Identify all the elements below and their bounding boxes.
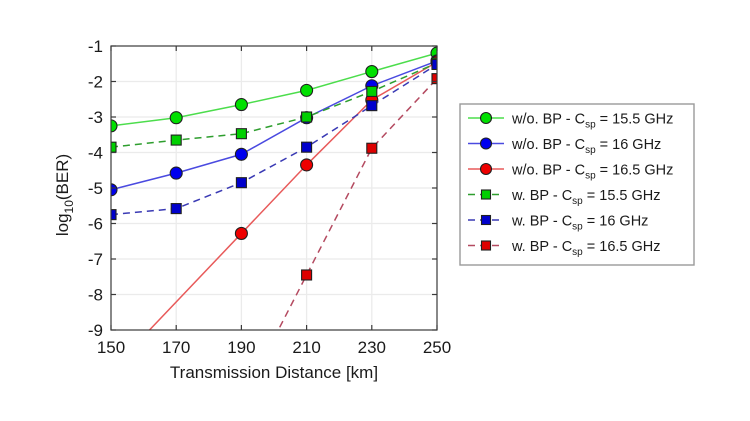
legend-item-label: w. BP - Csp = 16.5 GHz	[511, 239, 661, 258]
legend-box	[459, 103, 695, 266]
legend-marker	[480, 214, 492, 226]
data-point-marker	[235, 177, 247, 189]
y-tick-label: -4	[88, 144, 103, 163]
legend-marker	[479, 162, 493, 176]
legend-marker	[480, 240, 492, 251]
y-tick-label: -5	[88, 179, 103, 198]
data-point-marker	[111, 209, 117, 221]
data-point-marker	[366, 85, 378, 97]
y-axis-title-subscript: 10	[62, 200, 76, 214]
data-point-marker	[365, 65, 379, 79]
legend-item-2[interactable]: w/o. BP - Csp = 16.5 GHz	[468, 163, 673, 182]
legend-item-1[interactable]: w/o. BP - Csp = 16 GHz	[468, 137, 661, 156]
y-tick-labels: -1 -2 -3 -4 -5 -6 -7 -8 -9	[88, 37, 103, 340]
data-point-marker	[301, 141, 313, 153]
series-4	[111, 58, 437, 221]
data-point-marker	[301, 111, 313, 123]
grid-lines	[111, 46, 437, 330]
data-point-marker	[169, 111, 183, 125]
series-line	[111, 63, 437, 216]
legend-item-5[interactable]: w. BP - Csp = 16.5 GHz	[468, 239, 661, 258]
plot-series-layer	[111, 46, 437, 330]
legend-item-label: w/o. BP - Csp = 15.5 GHz	[511, 112, 673, 131]
x-axis-title: Transmission Distance [km]	[170, 363, 378, 382]
data-point-marker	[234, 98, 248, 112]
y-axis-title-main: log	[53, 213, 72, 236]
legend-item-0[interactable]: w/o. BP - Csp = 15.5 GHz	[468, 112, 673, 131]
y-axis-title: log10(BER)	[53, 154, 76, 236]
data-point-marker	[235, 128, 247, 140]
data-point-marker	[170, 134, 182, 146]
y-tick-label: -3	[88, 108, 103, 127]
data-point-marker	[300, 158, 314, 172]
data-point-marker	[300, 83, 314, 97]
x-tick-label: 210	[292, 338, 320, 357]
data-point-marker	[431, 58, 437, 71]
x-tick-labels: 150 170 190 210 230 250	[97, 338, 451, 357]
data-point-marker	[431, 73, 437, 85]
data-point-marker	[301, 269, 313, 281]
series-line	[111, 62, 437, 148]
y-tick-label: -7	[88, 250, 103, 269]
data-point-marker	[111, 141, 117, 153]
legend-marker	[480, 189, 492, 200]
legend[interactable]: w/o. BP - Csp = 15.5 GHz w/o. BP - Csp = …	[459, 103, 695, 266]
data-point-marker	[234, 226, 248, 240]
x-tick-label: 170	[162, 338, 190, 357]
data-point-marker	[366, 142, 378, 154]
data-point-marker	[366, 100, 378, 112]
series-line	[111, 60, 437, 191]
x-tick-label: 150	[97, 338, 125, 357]
data-point-marker	[170, 203, 182, 215]
x-tick-label: 230	[358, 338, 386, 357]
series-5	[277, 73, 437, 330]
y-tick-label: -6	[88, 215, 103, 234]
x-tick-label: 190	[227, 338, 255, 357]
svg-text:log10(BER): log10(BER)	[53, 154, 76, 236]
legend-item-3[interactable]: w. BP - Csp = 15.5 GHz	[468, 188, 661, 207]
data-point-marker	[111, 119, 118, 133]
y-tick-label: -1	[88, 37, 103, 56]
data-point-marker	[111, 183, 118, 197]
data-point-marker	[169, 166, 183, 180]
y-tick-label: -2	[88, 73, 103, 92]
legend-item-4[interactable]: w. BP - Csp = 16 GHz	[468, 214, 648, 233]
legend-marker	[479, 111, 493, 125]
data-point-marker	[234, 147, 248, 161]
series-line	[111, 52, 437, 127]
legend-item-label: w. BP - Csp = 16 GHz	[511, 214, 648, 233]
legend-item-label: w/o. BP - Csp = 16.5 GHz	[511, 163, 673, 182]
legend-marker	[479, 137, 493, 150]
legend-item-label: w/o. BP - Csp = 16 GHz	[511, 137, 661, 156]
y-tick-label: -8	[88, 286, 103, 305]
y-tick-label: -9	[88, 321, 103, 340]
axis-ticks	[110, 45, 438, 331]
legend-item-label: w. BP - Csp = 15.5 GHz	[511, 188, 661, 207]
y-axis-title-tail: (BER)	[53, 154, 72, 200]
x-tick-label: 250	[423, 338, 451, 357]
